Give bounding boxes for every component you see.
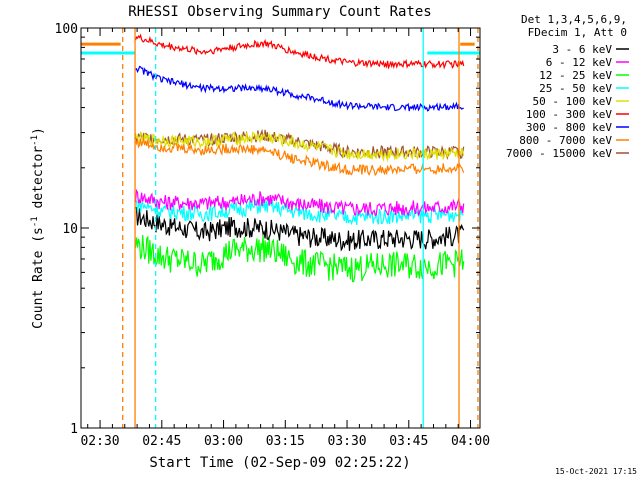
legend-entry-label: 800 - 7000 keV <box>519 134 612 147</box>
chart-title: RHESSI Observing Summary Count Rates <box>128 4 431 20</box>
legend-entry-label: 7000 - 15000 keV <box>506 147 612 160</box>
legend-entry-label: 3 - 6 keV <box>552 43 612 56</box>
y-tick-label: 10 <box>62 222 78 237</box>
timestamp: 15-Oct-2021 17:15 <box>555 467 637 476</box>
series-line <box>134 33 465 70</box>
series-line <box>134 234 465 283</box>
legend-entry-label: 50 - 100 keV <box>533 95 613 108</box>
series-line <box>134 131 465 163</box>
y-axis: 1 10 100 <box>55 22 480 437</box>
legend-entry-label: 12 - 25 keV <box>539 69 612 82</box>
x-tick-label: 03:00 <box>204 434 243 449</box>
x-tick-label: 03:15 <box>266 434 305 449</box>
series-line <box>135 206 465 252</box>
x-tick-label: 02:30 <box>80 434 119 449</box>
series-line <box>134 188 465 217</box>
series-layer <box>81 33 480 283</box>
x-tick-label: 02:45 <box>142 434 181 449</box>
y-tick-label: 100 <box>55 22 78 37</box>
legend-entry-label: 6 - 12 keV <box>546 56 613 69</box>
legend-entry-label: 25 - 50 keV <box>539 82 612 95</box>
legend-entry-label: 100 - 300 keV <box>526 108 612 121</box>
legend-header-detectors: Det 1,3,4,5,6,9, <box>521 13 627 26</box>
legend-entry-label: 300 - 800 keV <box>526 121 612 134</box>
series-line <box>134 138 465 177</box>
x-axis: 02:30 02:45 03:00 03:15 03:30 03:45 04:00 <box>80 28 490 449</box>
x-axis-label: Start Time (02-Sep-09 02:25:22) <box>149 455 410 471</box>
y-axis-label: Count Rate (s-1 detector-1) <box>30 127 46 329</box>
legend: Det 1,3,4,5,6,9, FDecim 1, Att 0 3 - 6 k… <box>506 13 629 160</box>
x-tick-label: 03:45 <box>389 434 428 449</box>
legend-header-decimation: FDecim 1, Att 0 <box>528 26 627 39</box>
series-line <box>135 65 465 112</box>
x-tick-label: 03:30 <box>327 434 366 449</box>
y-tick-label: 1 <box>70 422 78 437</box>
x-tick-label: 04:00 <box>451 434 490 449</box>
